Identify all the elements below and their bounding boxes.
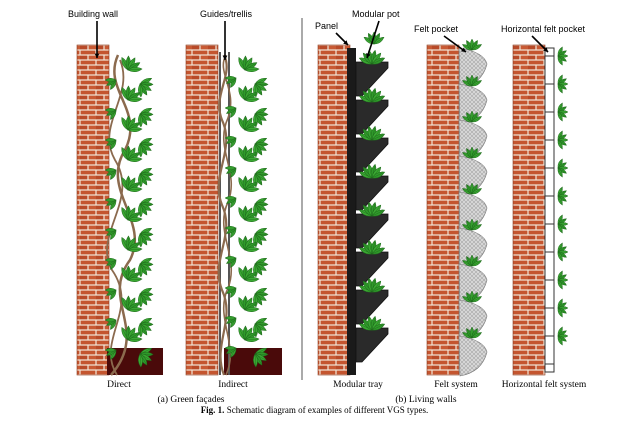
horizontal-felt-frame	[545, 48, 554, 372]
caption-modular-tray: Modular tray	[333, 380, 383, 390]
modular-pot-label: Modular pot	[352, 9, 400, 19]
panel-label: Panel	[315, 21, 338, 31]
guides-trellis-label: Guides/trellis	[200, 9, 252, 19]
modular-pot	[356, 138, 388, 172]
figure-caption: Fig. 1. Schematic diagram of examples of…	[0, 405, 629, 415]
modular-pot	[356, 214, 388, 248]
trellis-rail-right	[228, 52, 230, 375]
brick-wall-1	[77, 45, 109, 375]
modular-pot	[356, 62, 388, 96]
felt-pocket-label: Felt pocket	[414, 24, 458, 34]
caption-indirect: Indirect	[218, 380, 248, 390]
vine-stem-direct-2	[107, 60, 123, 375]
figure-caption-prefix: Fig. 1.	[201, 405, 225, 415]
modular-pot	[356, 100, 388, 134]
brick-wall-3	[318, 45, 350, 375]
modular-pot	[356, 290, 388, 324]
modular-pot	[356, 252, 388, 286]
modular-pot	[356, 176, 388, 210]
brick-wall-4	[427, 45, 459, 375]
modular-pot	[356, 328, 388, 362]
felt-pocket	[459, 336, 487, 376]
caption-felt-system: Felt system	[434, 380, 478, 390]
caption-direct: Direct	[107, 380, 131, 390]
horizontal-felt-pocket-label: Horizontal felt pocket	[501, 24, 585, 34]
group-caption-living-walls: (b) Living walls	[395, 395, 456, 405]
caption-horizontal-felt-system: Horizontal felt system	[502, 380, 586, 390]
brick-wall-5	[513, 45, 545, 375]
building-wall-label: Building wall	[68, 9, 118, 19]
brick-wall-2	[186, 45, 218, 375]
figure-caption-text: Schematic diagram of examples of differe…	[227, 405, 429, 415]
group-caption-green-facades: (a) Green façades	[158, 395, 225, 405]
support-panel	[347, 48, 356, 375]
